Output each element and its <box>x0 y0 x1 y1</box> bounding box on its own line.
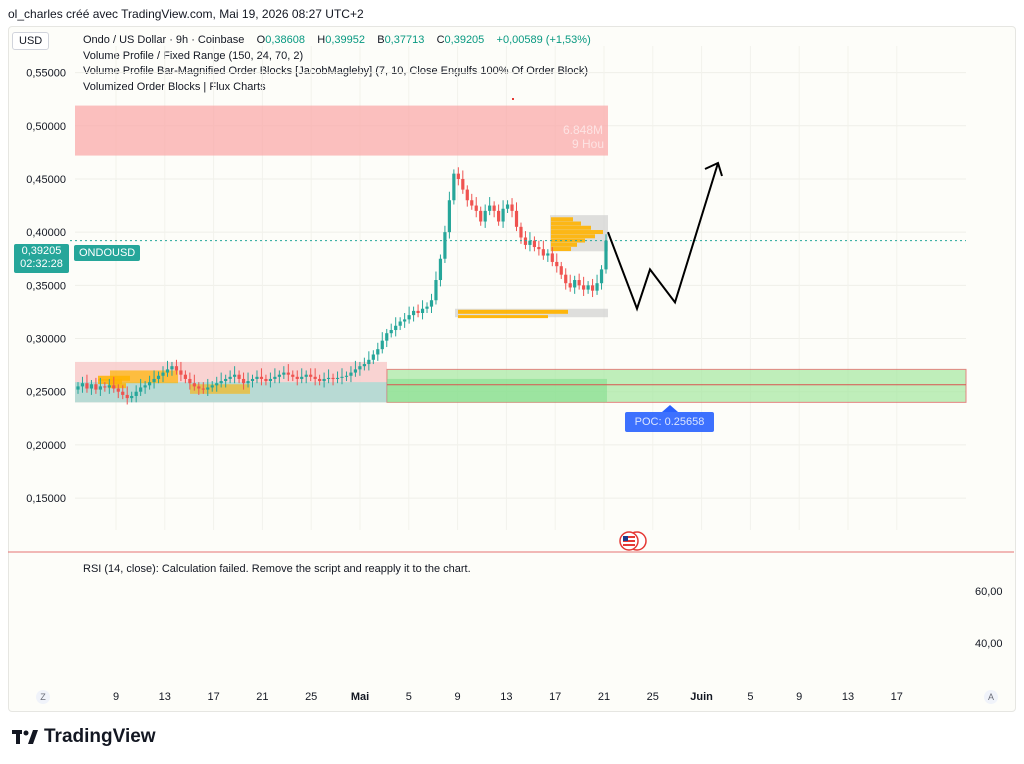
legend-title: Ondo / US Dollar · 9h · Coinbase <box>83 34 245 46</box>
indicator-volumized-order-blocks[interactable]: Volumized Order Blocks | Flux Charts <box>83 80 266 93</box>
poc-label: POC: 0.25658 <box>625 412 714 432</box>
auto-scale-button[interactable]: A <box>984 690 998 704</box>
low-value: 0,37713 <box>384 34 425 46</box>
open-value: 0,38608 <box>265 34 305 46</box>
indicator-volume-profile[interactable]: Volume Profile / Fixed Range (150, 24, 7… <box>83 49 304 62</box>
open-label: O <box>256 34 266 46</box>
tradingview-mark-icon <box>12 728 38 746</box>
currency-button[interactable]: USD <box>12 32 50 50</box>
tradingview-wordmark: TradingView <box>44 726 156 747</box>
high-value: 0,39952 <box>325 34 365 46</box>
chart-legend: Ondo / US Dollar · 9h · Coinbase O0,3860… <box>83 33 591 95</box>
symbol-badge: ONDOUSD <box>74 245 141 261</box>
low-label: B <box>377 34 385 46</box>
chart-frame[interactable] <box>8 26 1016 712</box>
zoom-left-button[interactable]: Z <box>36 690 50 704</box>
high-label: H <box>317 34 326 46</box>
indicator-order-blocks[interactable]: Volume Profile Bar-Magnified Order Block… <box>83 65 589 77</box>
bar-countdown: 02:32:28 <box>20 258 63 270</box>
close-label: C <box>436 34 445 46</box>
legend-ohlc-row: Ondo / US Dollar · 9h · Coinbase O0,3860… <box>83 33 591 49</box>
close-value: 0,39205 <box>444 34 485 46</box>
rsi-tick-60: 60,00 <box>975 586 1003 598</box>
ob-timeframe-label: 9 Hou <box>572 137 605 151</box>
tradingview-logo: TradingView <box>12 726 156 748</box>
chart-credit: ol_charles créé avec TradingView.com, Ma… <box>8 7 364 21</box>
change-value: +0,00589 (+1,53%) <box>496 34 591 46</box>
event-flags-icon[interactable] <box>618 530 648 552</box>
last-price-badge: 0,39205 02:32:28 <box>14 244 69 273</box>
ob-volume-label: 6.848M <box>563 123 604 137</box>
rsi-message: RSI (14, close): Calculation failed. Rem… <box>83 563 471 575</box>
last-price: 0,39205 <box>21 245 62 257</box>
rsi-tick-40: 40,00 <box>975 638 1003 650</box>
